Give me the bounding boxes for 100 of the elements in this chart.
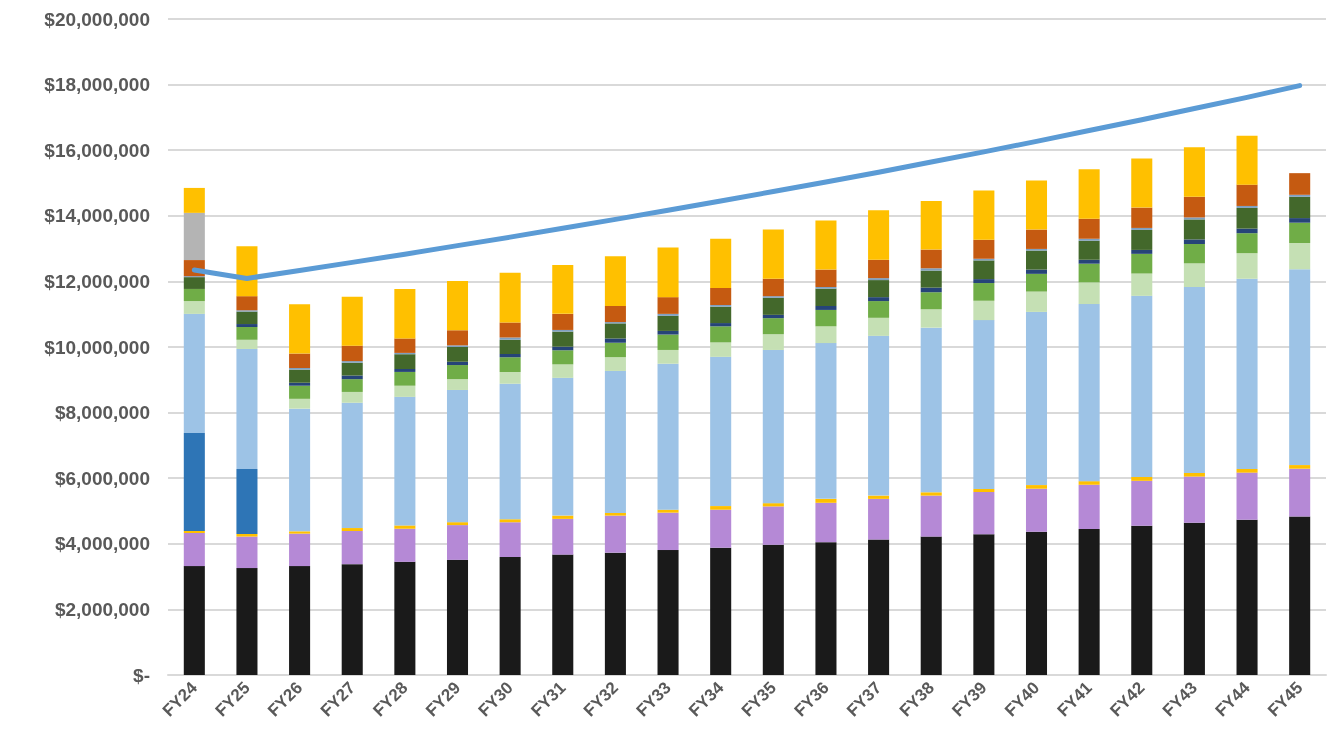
bar — [815, 326, 837, 344]
bar — [289, 385, 311, 399]
bar — [868, 280, 890, 298]
bar — [183, 432, 205, 532]
bar — [1289, 222, 1311, 244]
bar — [710, 342, 732, 357]
bar — [710, 238, 732, 288]
bar — [499, 322, 521, 338]
bar — [289, 533, 311, 567]
bar — [604, 370, 626, 513]
bar — [446, 365, 469, 380]
bar — [920, 270, 942, 288]
bar — [1025, 250, 1048, 270]
bar — [604, 342, 626, 358]
bar — [815, 542, 837, 675]
bar — [183, 301, 205, 314]
bar — [920, 249, 942, 269]
bar — [394, 525, 416, 529]
bar — [762, 544, 784, 675]
bar — [289, 369, 311, 383]
bar — [762, 314, 784, 319]
bar — [657, 509, 679, 513]
bar — [499, 522, 521, 557]
bar — [973, 279, 995, 284]
bar — [552, 350, 574, 365]
y-tick-label: $12,000,000 — [44, 270, 150, 292]
bar — [973, 190, 995, 240]
bar — [868, 498, 890, 540]
bar — [868, 495, 890, 499]
bar — [183, 313, 205, 433]
bar — [394, 354, 416, 369]
bar — [920, 492, 942, 496]
bar — [657, 334, 679, 350]
bar — [657, 550, 679, 675]
bar — [499, 371, 521, 384]
bar — [604, 512, 626, 516]
bar — [762, 318, 784, 335]
bar — [289, 382, 311, 386]
bar — [499, 339, 521, 354]
bar — [710, 287, 732, 306]
bar — [815, 288, 837, 306]
bar — [710, 306, 732, 324]
bar — [394, 368, 416, 372]
bar — [236, 326, 258, 340]
bar — [868, 539, 890, 675]
bar — [1078, 259, 1100, 264]
bar — [236, 469, 258, 534]
bar — [920, 201, 942, 250]
bar — [394, 288, 416, 339]
bar — [1025, 180, 1048, 230]
bar — [1025, 273, 1048, 292]
bar — [341, 402, 363, 529]
bar — [1131, 249, 1153, 254]
bar — [604, 338, 626, 343]
bar — [1183, 522, 1205, 675]
bar — [815, 306, 837, 310]
bar — [394, 371, 416, 386]
bar — [1078, 304, 1100, 482]
bar — [1183, 239, 1205, 245]
bar — [973, 320, 995, 490]
bar — [1289, 196, 1311, 219]
bar — [1183, 219, 1205, 240]
bar — [973, 239, 995, 259]
y-tick-label: $8,000,000 — [54, 402, 150, 424]
bar — [1025, 269, 1048, 274]
bar — [710, 323, 732, 327]
bar — [183, 566, 205, 675]
bar — [552, 331, 574, 347]
bar — [604, 323, 626, 339]
bar — [1236, 278, 1258, 470]
bar — [973, 489, 995, 492]
bar — [1183, 244, 1205, 264]
y-tick-label: $2,000,000 — [54, 598, 150, 620]
bar — [552, 364, 574, 378]
bar — [236, 296, 258, 311]
bar — [1236, 519, 1258, 675]
bar — [920, 292, 942, 310]
bar — [1183, 286, 1205, 473]
bar — [762, 503, 784, 507]
bar — [815, 498, 837, 503]
bar — [1131, 525, 1153, 675]
bar — [341, 362, 363, 376]
bar — [446, 347, 469, 362]
bar — [1131, 273, 1153, 296]
bar — [499, 383, 521, 520]
bar — [236, 339, 258, 349]
bar — [1236, 253, 1258, 279]
bar — [1025, 531, 1048, 675]
bar — [1183, 263, 1205, 287]
bar — [1078, 481, 1100, 485]
bar — [341, 391, 363, 403]
bar — [1078, 282, 1100, 305]
bar — [815, 309, 837, 327]
bar — [236, 324, 258, 327]
bar — [183, 187, 205, 213]
bar — [1078, 240, 1100, 260]
bar — [499, 519, 521, 523]
bar — [394, 528, 416, 562]
bar — [920, 327, 942, 493]
bar — [341, 296, 363, 346]
